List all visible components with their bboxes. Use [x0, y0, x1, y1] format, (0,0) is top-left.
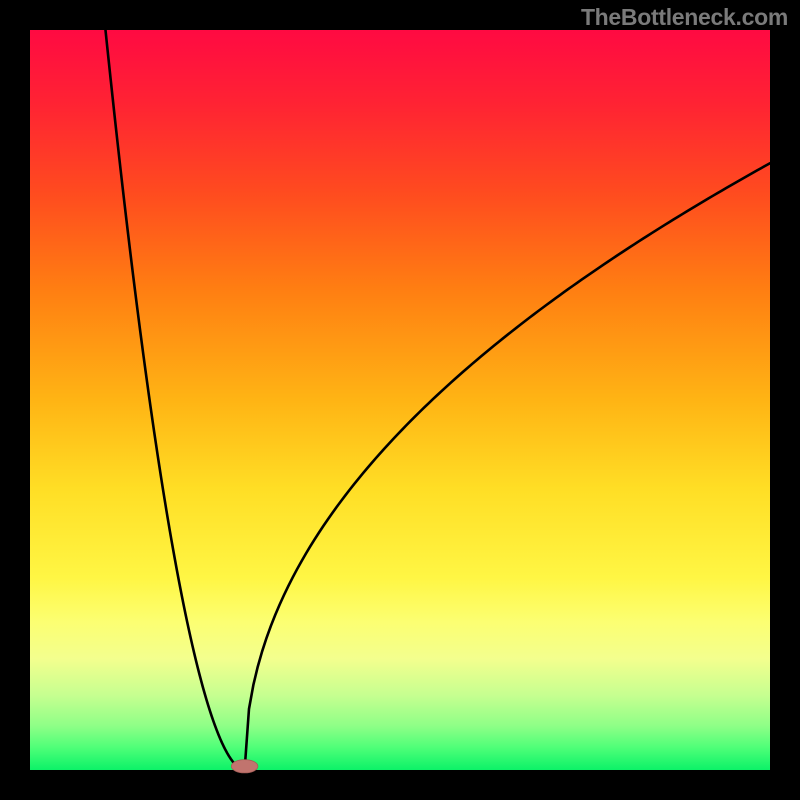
chart-gradient-bg [30, 30, 770, 770]
watermark-text: TheBottleneck.com [581, 4, 788, 31]
minimum-marker [231, 760, 258, 773]
bottleneck-chart [0, 0, 800, 800]
